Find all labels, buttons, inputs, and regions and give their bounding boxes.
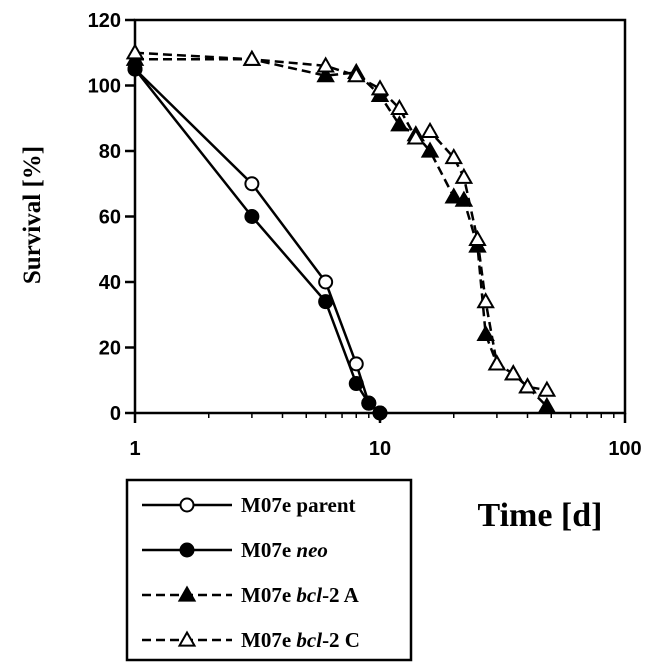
legend-label-2: M07e bcl-2 A bbox=[241, 583, 360, 607]
legend-marker-1 bbox=[179, 542, 195, 558]
legend-label-3: M07e bcl-2 C bbox=[241, 628, 360, 652]
data-point-series-3 bbox=[537, 380, 557, 397]
data-point-series-2 bbox=[444, 187, 463, 204]
y-tick-label: 40 bbox=[99, 272, 121, 294]
y-tick-label: 100 bbox=[88, 76, 121, 98]
plot-frame bbox=[133, 18, 627, 415]
data-point-series-3 bbox=[370, 79, 390, 96]
legend-label-part: neo bbox=[296, 538, 328, 562]
data-point-series-1 bbox=[361, 395, 377, 411]
series-line-0 bbox=[134, 68, 381, 414]
data-point-series-0 bbox=[318, 274, 334, 290]
legend-label-part: M07e bbox=[241, 538, 296, 562]
data-point-series-3 bbox=[487, 354, 507, 371]
legend-label-1: M07e neo bbox=[241, 538, 328, 562]
data-point-series-3 bbox=[316, 56, 335, 73]
legend-label-part: bcl bbox=[296, 583, 322, 607]
data-point-series-0 bbox=[244, 176, 260, 192]
legend-label-part: -2 A bbox=[322, 583, 360, 607]
y-axis-label: Survival [%] bbox=[19, 146, 46, 284]
y-tick-label: 120 bbox=[88, 10, 121, 32]
legend-marker-0 bbox=[179, 497, 195, 513]
data-point-series-3 bbox=[504, 364, 523, 381]
legend-marker-3 bbox=[177, 630, 197, 647]
legend-label-part: -2 C bbox=[322, 628, 360, 652]
data-point-series-3 bbox=[242, 49, 262, 66]
legend-label-part: M07e bbox=[241, 628, 296, 652]
data-point-series-1 bbox=[348, 376, 364, 392]
data-markers bbox=[125, 43, 557, 421]
x-tick-label: 10 bbox=[369, 438, 391, 460]
data-point-series-3 bbox=[454, 167, 474, 184]
legend-label-0: M07e parent bbox=[241, 493, 356, 517]
legend-box bbox=[125, 478, 413, 662]
data-point-series-3 bbox=[444, 148, 463, 165]
data-point-series-2 bbox=[537, 396, 557, 414]
data-point-series-3 bbox=[518, 377, 537, 394]
plot-area bbox=[133, 18, 627, 415]
data-point-series-2 bbox=[390, 115, 409, 132]
legend-label-part: M07e bbox=[241, 583, 296, 607]
legend-label-part: M07e parent bbox=[241, 493, 356, 517]
series-line-2 bbox=[135, 58, 548, 408]
y-tick-label: 0 bbox=[110, 403, 121, 425]
data-point-series-3 bbox=[390, 98, 409, 116]
y-tick-label: 20 bbox=[99, 338, 121, 360]
data-point-series-2 bbox=[316, 66, 335, 83]
data-point-series-3 bbox=[468, 229, 487, 247]
y-tick-label: 80 bbox=[99, 141, 121, 163]
legend-marker-2 bbox=[177, 585, 197, 602]
data-point-series-3 bbox=[125, 43, 145, 60]
data-point-series-2 bbox=[420, 141, 440, 158]
data-point-series-2 bbox=[454, 190, 474, 207]
data-point-series-3 bbox=[420, 121, 440, 138]
data-point-series-3 bbox=[476, 292, 495, 309]
x-tick-label: 100 bbox=[608, 438, 641, 460]
data-point-series-1 bbox=[244, 209, 260, 224]
x-tick-label: 1 bbox=[129, 438, 140, 460]
data-series bbox=[134, 51, 548, 414]
data-point-series-0 bbox=[348, 356, 364, 372]
data-point-series-3 bbox=[406, 128, 426, 145]
data-point-series-1 bbox=[318, 294, 334, 310]
data-point-series-1 bbox=[372, 405, 388, 421]
data-point-series-3 bbox=[347, 66, 366, 83]
legend-label-part: bcl bbox=[296, 628, 322, 652]
data-point-series-2 bbox=[476, 324, 495, 342]
x-axis-label: Time [d] bbox=[478, 497, 603, 534]
series-line-1 bbox=[134, 68, 381, 414]
y-tick-label: 60 bbox=[99, 207, 121, 229]
